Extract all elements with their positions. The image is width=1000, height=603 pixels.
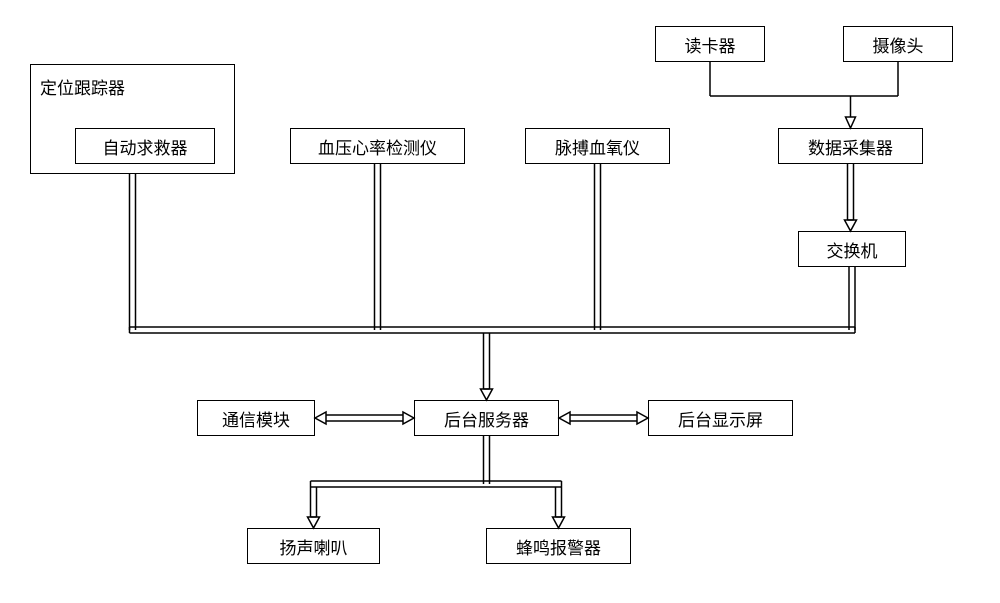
node-camera: 摄像头	[843, 26, 953, 62]
node-collector: 数据采集器	[778, 128, 923, 164]
label-oximeter: 脉搏血氧仪	[555, 134, 640, 159]
node-buzzer: 蜂鸣报警器	[486, 528, 631, 564]
label-tracker-title: 定位跟踪器	[40, 74, 125, 99]
node-oximeter: 脉搏血氧仪	[525, 128, 670, 164]
label-collector: 数据采集器	[808, 134, 893, 159]
label-speaker: 扬声喇叭	[280, 534, 348, 559]
label-camera: 摄像头	[873, 32, 924, 57]
label-rescuer: 自动求救器	[103, 134, 188, 159]
node-server: 后台服务器	[414, 400, 559, 436]
node-card-reader: 读卡器	[655, 26, 765, 62]
label-switch: 交换机	[827, 237, 878, 262]
node-rescuer: 自动求救器	[75, 128, 215, 164]
label-comm: 通信模块	[222, 406, 290, 431]
node-speaker: 扬声喇叭	[247, 528, 380, 564]
label-buzzer: 蜂鸣报警器	[516, 534, 601, 559]
node-switch: 交换机	[798, 231, 906, 267]
label-bp-monitor: 血压心率检测仪	[318, 134, 437, 159]
node-comm: 通信模块	[197, 400, 315, 436]
label-card-reader: 读卡器	[685, 32, 736, 57]
node-bp-monitor: 血压心率检测仪	[290, 128, 465, 164]
label-display: 后台显示屏	[678, 406, 763, 431]
node-display: 后台显示屏	[648, 400, 793, 436]
label-server: 后台服务器	[444, 406, 529, 431]
